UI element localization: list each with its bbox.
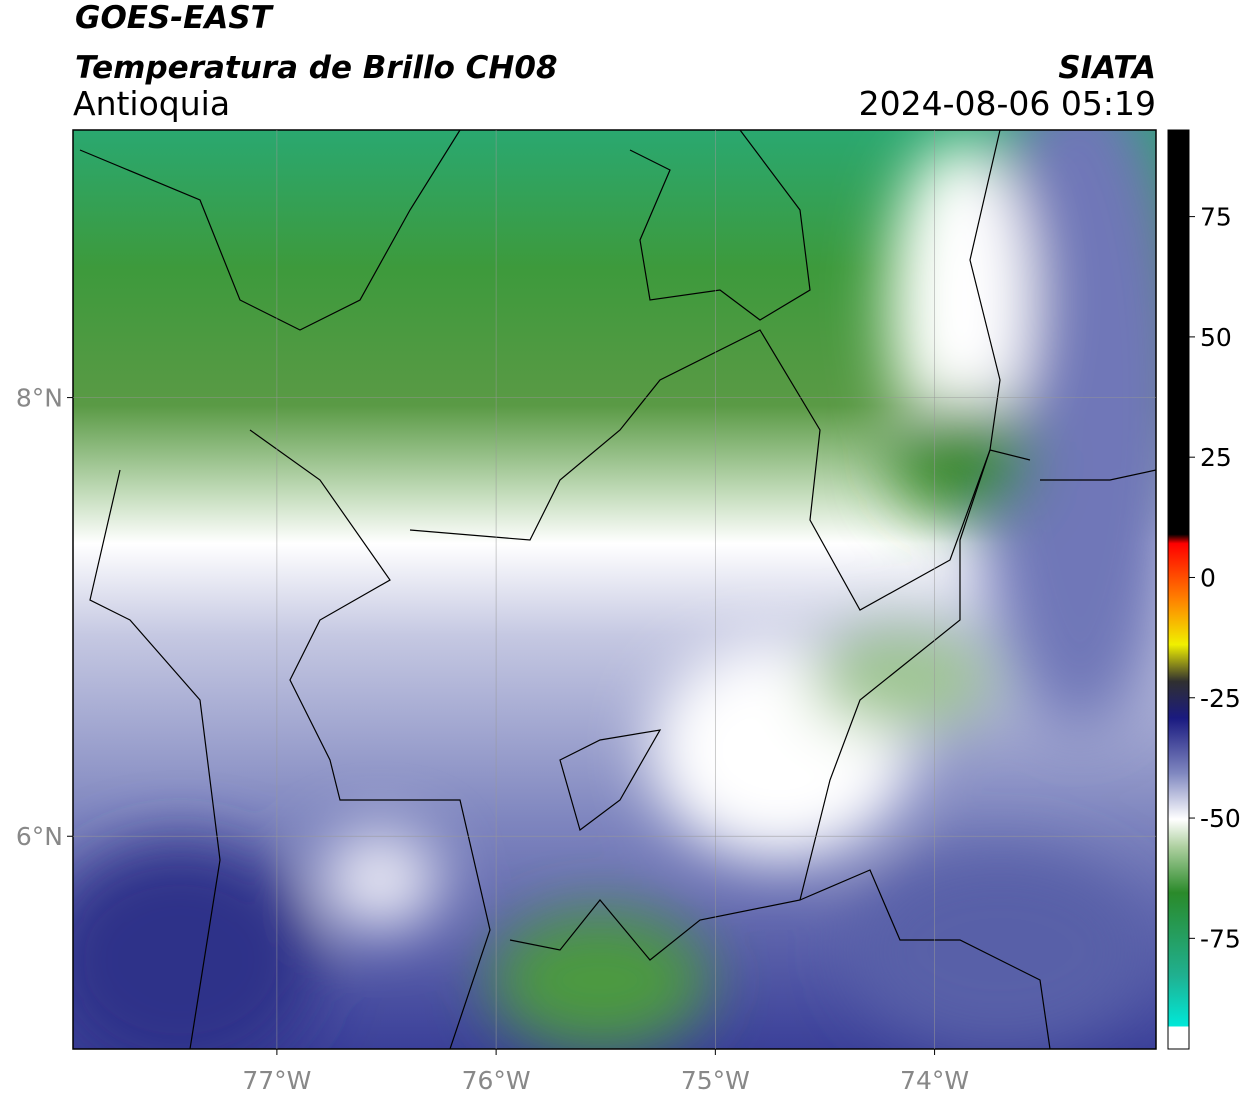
satellite-image [73,130,1156,1049]
subtitle: Temperatura de Brillo CH08 [75,50,558,86]
colorbar-tick-label: -75 [1200,924,1241,953]
region: Antioquia [73,84,230,123]
colorbar [1167,129,1190,1050]
colorbar-tick-label: 50 [1200,323,1232,352]
colorbar-tick-label: 75 [1200,203,1232,232]
colorbar-tick-label: 0 [1200,563,1216,592]
y-tick-label: 6°N [16,822,63,851]
x-tick-label: 75°W [681,1066,750,1095]
title: GOES-EAST [75,0,275,36]
timestamp: 2024-08-06 05:19 [859,84,1156,123]
map-frame [72,129,1157,1050]
colorbar-tick-label: -25 [1200,684,1241,713]
y-tick-label: 8°N [16,384,63,413]
x-tick-label: 74°W [900,1066,969,1095]
colorbar-tick-label: 25 [1200,443,1232,472]
colorbar-tick-label: -50 [1200,804,1241,833]
x-tick-label: 76°W [462,1066,531,1095]
x-tick-label: 77°W [242,1066,311,1095]
source: SIATA [1058,50,1156,86]
